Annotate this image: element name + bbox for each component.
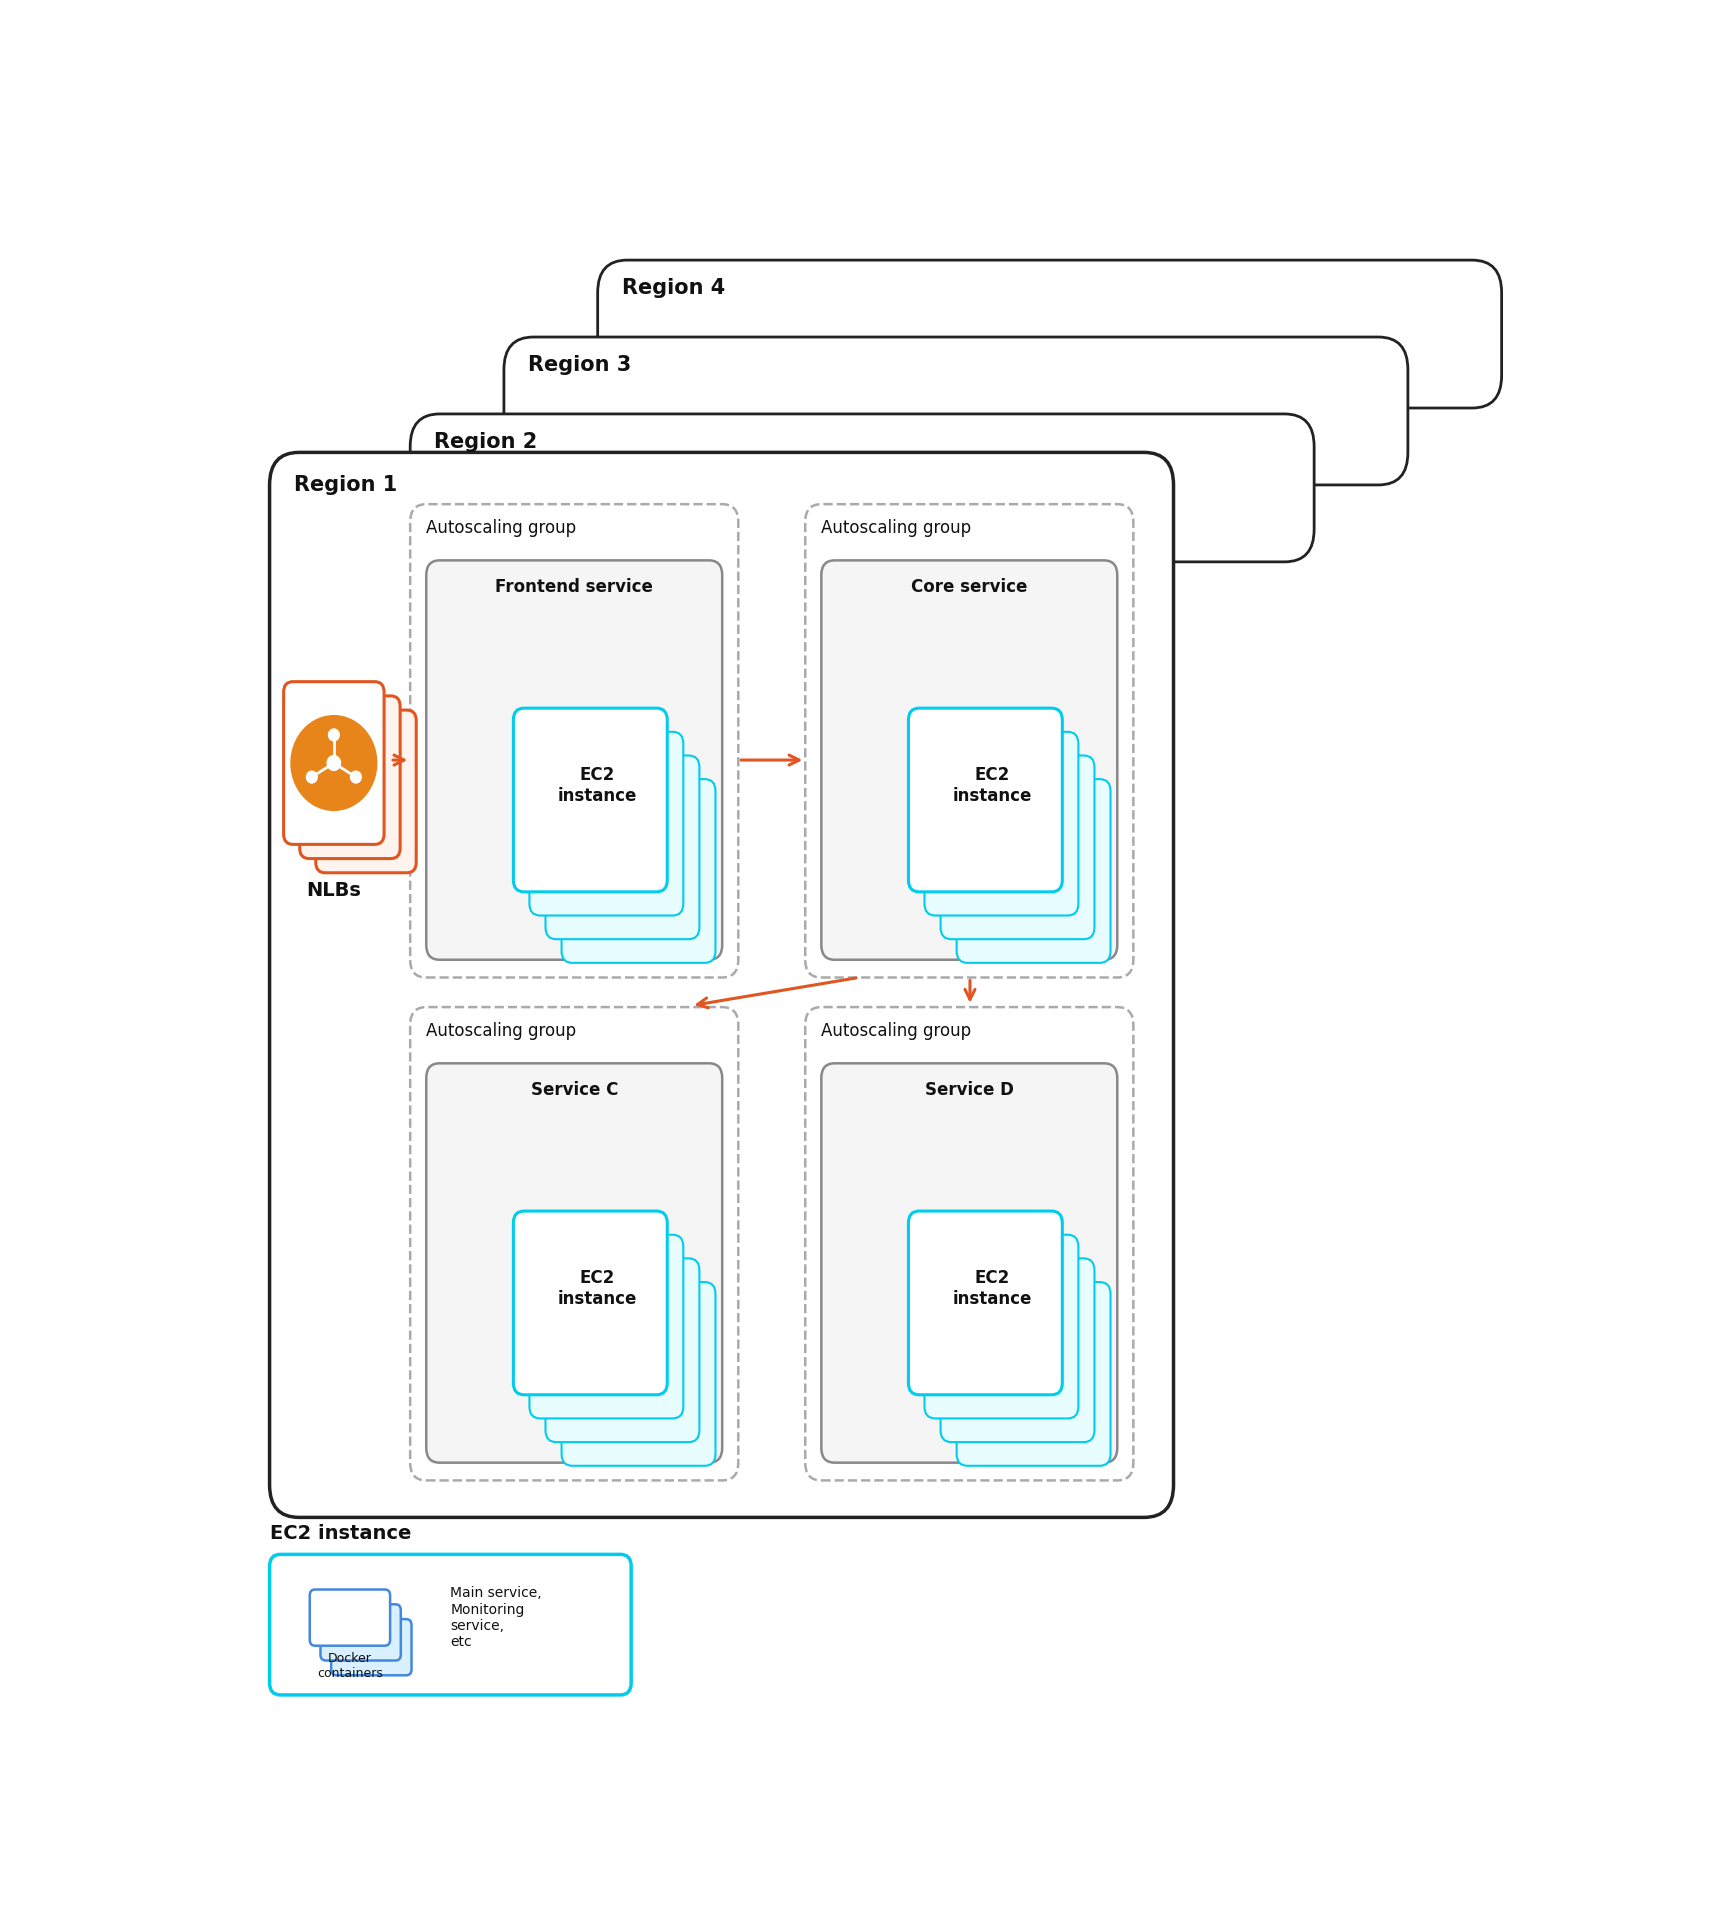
FancyBboxPatch shape — [410, 413, 1315, 561]
Text: Autoscaling group: Autoscaling group — [427, 1022, 577, 1039]
Circle shape — [328, 728, 339, 742]
Text: Service D: Service D — [924, 1082, 1014, 1099]
FancyBboxPatch shape — [316, 711, 416, 872]
Text: Region 3: Region 3 — [529, 355, 631, 375]
FancyBboxPatch shape — [821, 1064, 1118, 1462]
Text: Autoscaling group: Autoscaling group — [427, 519, 577, 538]
Text: Region 2: Region 2 — [434, 432, 537, 451]
Circle shape — [306, 770, 318, 784]
Text: Docker
containers: Docker containers — [316, 1652, 384, 1681]
Text: EC2
instance: EC2 instance — [558, 1268, 636, 1308]
FancyBboxPatch shape — [546, 1258, 700, 1443]
FancyBboxPatch shape — [909, 709, 1063, 891]
FancyBboxPatch shape — [270, 1554, 631, 1694]
Text: Region 4: Region 4 — [622, 279, 726, 298]
Text: EC2
instance: EC2 instance — [952, 1268, 1032, 1308]
Text: EC2 instance: EC2 instance — [270, 1523, 411, 1543]
Text: Autoscaling group: Autoscaling group — [821, 1022, 971, 1039]
Text: NLBs: NLBs — [306, 882, 361, 901]
FancyBboxPatch shape — [957, 1281, 1111, 1466]
FancyBboxPatch shape — [909, 1210, 1063, 1395]
FancyBboxPatch shape — [957, 780, 1111, 962]
FancyBboxPatch shape — [320, 1604, 401, 1660]
Circle shape — [327, 755, 340, 770]
Text: EC2
instance: EC2 instance — [952, 766, 1032, 805]
FancyBboxPatch shape — [546, 755, 700, 939]
Text: Autoscaling group: Autoscaling group — [821, 519, 971, 538]
FancyBboxPatch shape — [562, 780, 715, 962]
FancyBboxPatch shape — [505, 336, 1408, 484]
FancyBboxPatch shape — [299, 695, 401, 859]
FancyBboxPatch shape — [940, 755, 1094, 939]
Text: Service C: Service C — [530, 1082, 619, 1099]
FancyBboxPatch shape — [529, 732, 683, 916]
FancyBboxPatch shape — [562, 1281, 715, 1466]
FancyBboxPatch shape — [529, 1235, 683, 1418]
FancyBboxPatch shape — [940, 1258, 1094, 1443]
FancyBboxPatch shape — [309, 1589, 391, 1646]
FancyBboxPatch shape — [924, 732, 1078, 916]
FancyBboxPatch shape — [283, 682, 384, 845]
FancyBboxPatch shape — [513, 1210, 667, 1395]
FancyBboxPatch shape — [513, 709, 667, 891]
FancyBboxPatch shape — [332, 1619, 411, 1675]
Circle shape — [351, 770, 361, 784]
FancyBboxPatch shape — [598, 259, 1502, 407]
FancyBboxPatch shape — [427, 1064, 722, 1462]
FancyBboxPatch shape — [270, 453, 1173, 1518]
FancyBboxPatch shape — [821, 561, 1118, 960]
FancyBboxPatch shape — [924, 1235, 1078, 1418]
FancyBboxPatch shape — [427, 561, 722, 960]
Text: Core service: Core service — [911, 578, 1028, 596]
Text: Region 1: Region 1 — [294, 474, 397, 494]
Text: Frontend service: Frontend service — [496, 578, 653, 596]
Circle shape — [290, 717, 377, 811]
Text: EC2
instance: EC2 instance — [558, 766, 636, 805]
Text: Main service,
Monitoring
service,
etc: Main service, Monitoring service, etc — [451, 1587, 543, 1648]
